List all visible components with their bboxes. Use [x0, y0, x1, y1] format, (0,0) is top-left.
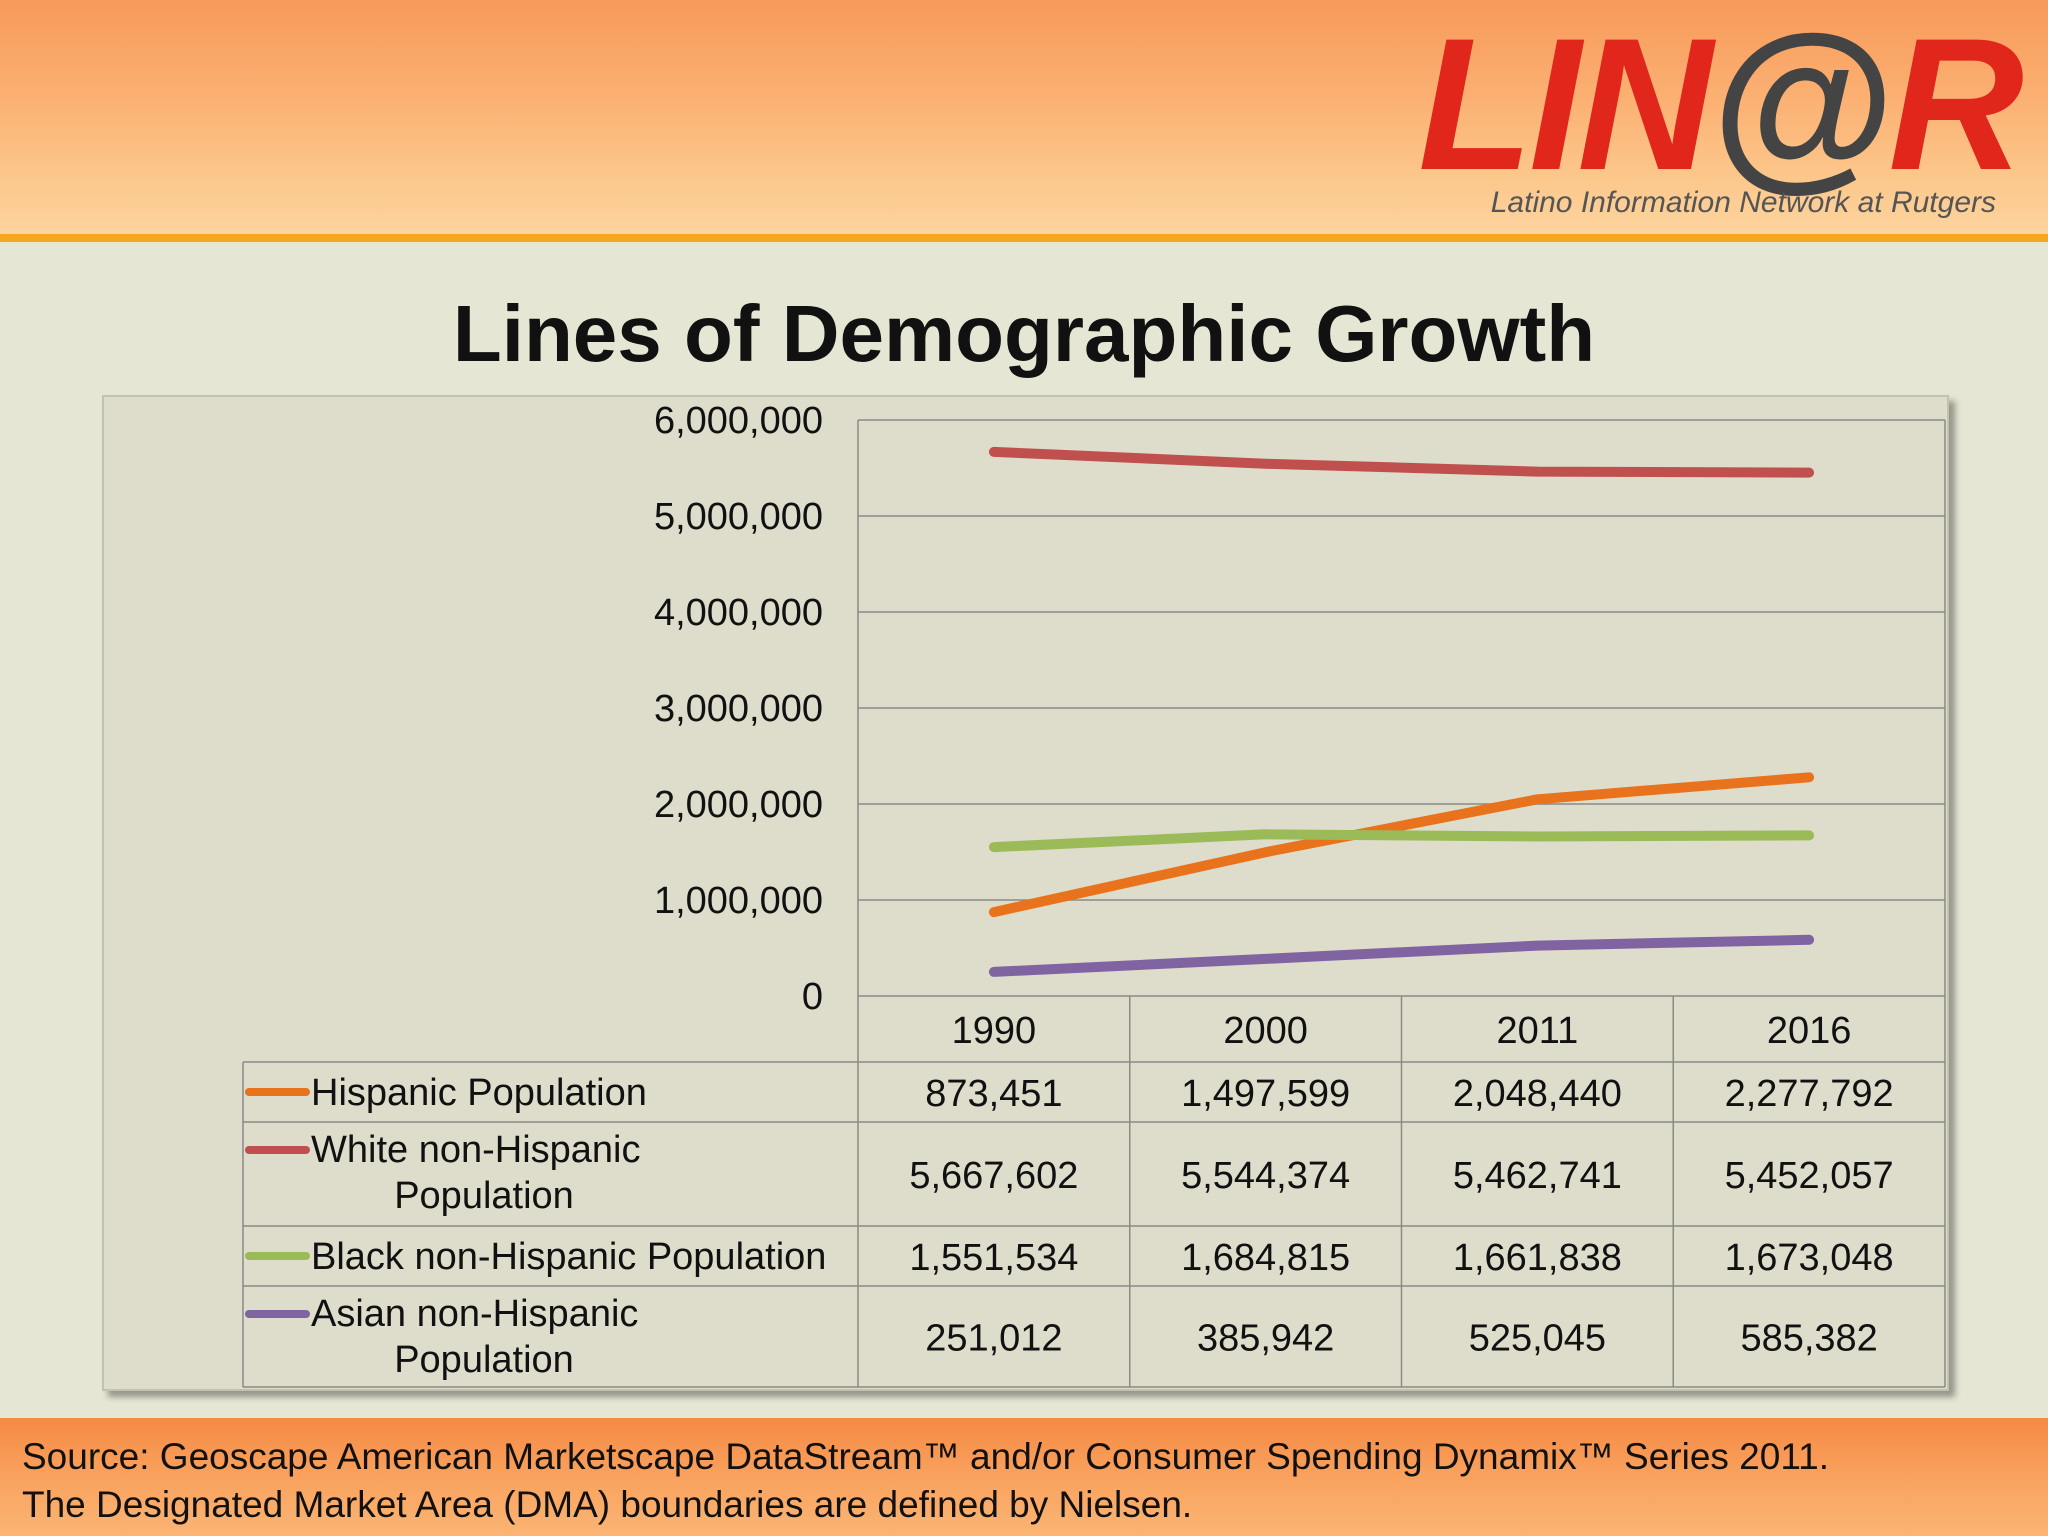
data-label: 2,277,792	[1725, 1073, 1894, 1115]
dma-note: The Designated Market Area (DMA) boundar…	[22, 1484, 1193, 1525]
y-tick-label: 0	[802, 976, 823, 1018]
data-label: 385,942	[1197, 1318, 1334, 1360]
data-label: 1,661,838	[1453, 1237, 1622, 1279]
series-label: Hispanic Population	[311, 1072, 647, 1114]
y-tick-label: 5,000,000	[654, 496, 823, 538]
data-label: 5,462,741	[1453, 1155, 1622, 1197]
series-label: White non-Hispanic	[311, 1129, 640, 1171]
series-label: Black non-Hispanic Population	[311, 1236, 826, 1278]
x-tick-label: 2011	[1497, 1010, 1579, 1052]
series-line	[988, 772, 1815, 918]
y-tick-label: 2,000,000	[654, 784, 823, 826]
chart-frame	[102, 395, 1949, 1391]
data-label: 525,045	[1469, 1318, 1606, 1360]
source-note: Source: Geoscape American Marketscape Da…	[22, 1436, 1830, 1477]
data-label: 873,451	[925, 1073, 1062, 1115]
x-tick-label: 2016	[1767, 1010, 1852, 1052]
series-line	[988, 446, 1815, 478]
data-label: 5,667,602	[909, 1155, 1078, 1197]
data-label: 2,048,440	[1453, 1073, 1622, 1115]
series-label: Population	[394, 1175, 574, 1217]
series-label: Asian non-Hispanic	[311, 1293, 638, 1335]
data-label: 1,684,815	[1181, 1237, 1350, 1279]
data-label: 5,544,374	[1181, 1155, 1350, 1197]
y-tick-label: 6,000,000	[654, 400, 823, 442]
header-banner: LIN@R Latino Information Network at Rutg…	[0, 0, 2048, 242]
y-tick-label: 4,000,000	[654, 592, 823, 634]
x-tick-label: 1990	[952, 1010, 1037, 1052]
series-label: Population	[394, 1339, 574, 1381]
y-tick-label: 3,000,000	[654, 688, 823, 730]
footer: Source: Geoscape American Marketscape Da…	[0, 1418, 2048, 1536]
data-label: 1,673,048	[1725, 1237, 1894, 1279]
data-label: 585,382	[1740, 1318, 1877, 1360]
series-lines	[988, 446, 1815, 977]
y-tick-label: 1,000,000	[654, 880, 823, 922]
y-axis-ticks: 0 1,000,000 2,000,000 3,000,000 4,000,000 5,0…	[654, 400, 823, 1018]
banner-stripe	[0, 234, 2048, 242]
data-label: 5,452,057	[1725, 1155, 1894, 1197]
logo-tagline: Latino Information Network at Rutgers	[1490, 186, 1996, 219]
x-tick-label: 2000	[1223, 1010, 1308, 1052]
series-line	[988, 934, 1815, 977]
logo: LIN@R	[1418, 0, 2024, 209]
data-table: 1990 2000 2011 2016 Hispanic Population 873,4…	[242, 420, 1946, 1388]
data-label: 1,497,599	[1181, 1073, 1350, 1115]
series-line	[988, 829, 1815, 853]
data-label: 251,012	[925, 1318, 1062, 1360]
data-label: 1,551,534	[909, 1237, 1078, 1279]
slide-title: Lines of Demographic Growth	[452, 289, 1596, 378]
